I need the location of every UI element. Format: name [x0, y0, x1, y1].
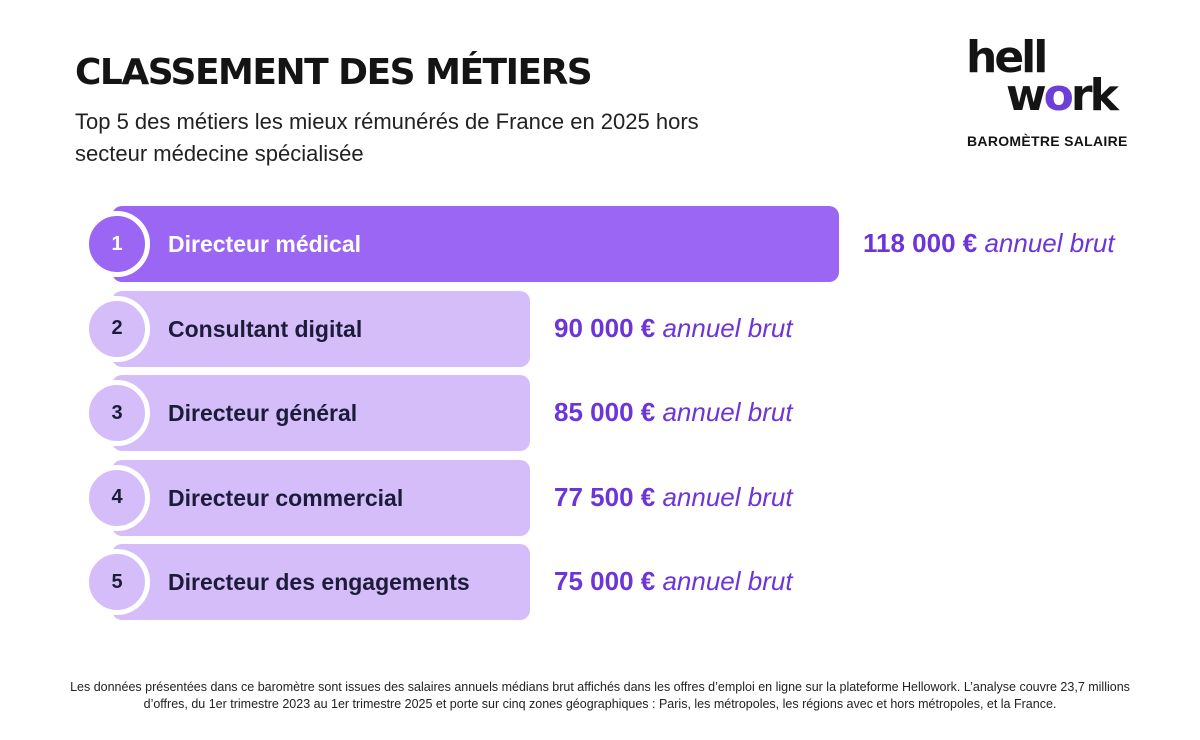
value-unit-1: annuel brut [977, 228, 1115, 258]
logo-rk: rk [1070, 70, 1119, 121]
value-amount-2: 90 000 € [554, 312, 656, 343]
logo-line-1: hell [966, 32, 1048, 83]
bar-1 [112, 206, 839, 282]
value-label-5: 75 000 € annuel brut [554, 566, 793, 596]
job-label-2: Consultant digital [168, 315, 363, 342]
bar-2 [112, 290, 530, 367]
job-label-1: Directeur médical [168, 231, 362, 257]
logo-o-mark: o [1043, 70, 1074, 121]
value-amount-1: 118 000 € [863, 228, 978, 258]
value-label-2: 90 000 € annuel brut [554, 313, 793, 343]
value-label-3: 85 000 € annuel brut [554, 397, 793, 427]
value-label-4: 77 500 € annuel brut [554, 482, 793, 512]
job-label-5: Directeur des engagements [168, 569, 470, 595]
value-unit-2: annuel brut [655, 312, 793, 343]
value-amount-3: 85 000 € [554, 397, 656, 427]
rank-badge-1: 1 [84, 211, 150, 277]
rank-badge-2: 2 [84, 295, 150, 362]
bar-4 [112, 459, 530, 536]
job-label-3: Directeur général [168, 400, 358, 426]
rank-badge-5: 5 [84, 549, 150, 615]
page-title: CLASSEMENT DES MÉTIERS [75, 52, 593, 93]
bar-5 [112, 544, 530, 620]
value-amount-5: 75 000 € [554, 566, 656, 596]
page-subtitle: Top 5 des métiers les mieux rémunérés de… [75, 109, 699, 166]
value-unit-4: annuel brut [655, 481, 793, 512]
value-unit-3: annuel brut [655, 397, 793, 427]
rank-badge-4: 4 [84, 464, 150, 531]
value-unit-5: annuel brut [655, 566, 793, 596]
bar-3 [112, 375, 530, 451]
value-label-1: 118 000 € annuel brut [863, 228, 1115, 258]
logo-line-2: work [1006, 74, 1119, 118]
footnote: Les données présentées dans ce baromètre… [70, 680, 1130, 711]
logo-w: w [1006, 70, 1047, 121]
job-label-4: Directeur commercial [168, 484, 404, 511]
hellowork-logo: hell work [960, 32, 1130, 118]
logo-tagline: BAROMÈTRE SALAIRE [967, 133, 1128, 149]
rank-badge-3: 3 [84, 380, 150, 446]
value-amount-4: 77 500 € [554, 481, 656, 512]
